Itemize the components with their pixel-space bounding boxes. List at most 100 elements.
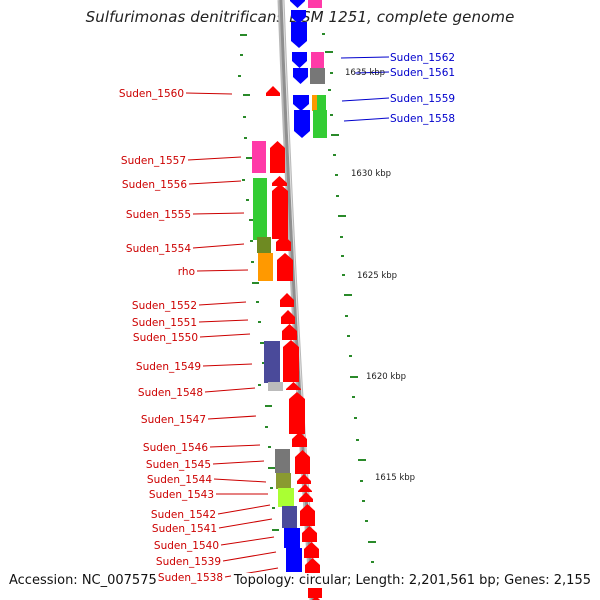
leader-line — [209, 444, 261, 448]
label-leaders — [185, 56, 390, 578]
cds-arrow-forward — [293, 68, 308, 84]
scale-label: 1635 kbp — [345, 68, 385, 78]
gene-label-reverse: Suden_1552 — [132, 300, 197, 312]
leader-line — [217, 504, 271, 515]
gene-label-reverse: rho — [178, 266, 195, 278]
leader-line — [220, 536, 275, 546]
leader-line — [198, 301, 247, 306]
cds-arrow-reverse — [289, 392, 305, 434]
cds-arrow-reverse — [270, 141, 285, 173]
cds-arrow-reverse — [266, 86, 280, 96]
gene-label-reverse: Suden_1548 — [138, 387, 203, 399]
cog-box — [284, 528, 300, 548]
leader-line — [192, 243, 245, 249]
leader-line — [212, 460, 265, 465]
leader-line — [340, 56, 390, 59]
cog-box — [275, 449, 290, 473]
cds-arrow-reverse — [277, 253, 293, 281]
leader-line — [204, 387, 256, 393]
cds-arrow-reverse — [299, 492, 313, 502]
gene-label-reverse: Suden_1545 — [146, 459, 211, 471]
cog-box — [276, 473, 291, 489]
leader-line — [198, 319, 249, 323]
leader-line — [207, 415, 257, 420]
cog-box — [252, 141, 266, 173]
cds-arrow-forward — [290, 0, 305, 8]
gene-label-reverse: Suden_1543 — [149, 489, 214, 501]
cog-box — [264, 341, 280, 383]
gene-label-forward: Suden_1562 — [390, 52, 455, 64]
scale-labels: 1635 kbp 1630 kbp 1625 kbp 1620 kbp 1615 kbp — [345, 68, 415, 483]
leader-line — [354, 71, 390, 74]
gene-label-reverse: Suden_1557 — [121, 155, 186, 167]
cog-box — [310, 68, 325, 84]
cog-box — [278, 488, 294, 507]
gene-label-reverse: Suden_1551 — [132, 317, 197, 329]
cog-box — [282, 506, 297, 528]
leader-line — [343, 117, 390, 122]
gene-label-reverse: Suden_1544 — [147, 474, 212, 486]
leader-line — [185, 92, 233, 95]
leader-line — [196, 269, 249, 272]
gene-label-reverse: Suden_1549 — [136, 361, 201, 373]
gene-label-reverse: Suden_1546 — [143, 442, 208, 454]
gene-label-reverse: Suden_1542 — [151, 509, 216, 521]
cds-arrow-reverse — [272, 184, 288, 239]
cds-arrow-reverse — [297, 474, 311, 484]
cog-box — [257, 237, 271, 253]
cog-box — [258, 253, 273, 281]
accession-label: Accession: NC_007575 — [9, 573, 157, 588]
cds-arrow-reverse — [302, 526, 317, 542]
leader-line — [188, 180, 242, 185]
gene-label-reverse: Suden_1555 — [126, 209, 191, 221]
leader-line — [222, 551, 277, 562]
gene-label-reverse: Suden_1554 — [126, 243, 191, 255]
cds-arrow-reverse — [282, 324, 297, 340]
leader-line — [202, 363, 253, 367]
leader-line — [199, 333, 251, 338]
cds-arrow-reverse — [283, 340, 299, 382]
cds-arrow-reverse — [304, 542, 319, 558]
gene-label-reverse: Suden_1556 — [122, 179, 187, 191]
leader-line — [187, 156, 242, 161]
cds-arrow-reverse — [298, 484, 312, 492]
cds-arrow-forward — [291, 10, 306, 24]
gene-label-reverse: Suden_1550 — [133, 332, 198, 344]
gene-label-forward: Suden_1559 — [390, 93, 455, 105]
cds-arrow-reverse — [309, 596, 323, 600]
cds-arrow-forward — [293, 95, 309, 111]
cog-box — [268, 382, 283, 391]
cds-arrow-forward — [292, 52, 307, 68]
feature-track — [252, 0, 327, 600]
cds-arrow-forward — [294, 110, 310, 138]
gene-label-forward: Suden_1558 — [390, 113, 455, 125]
cog-box — [317, 95, 326, 111]
leader-line — [213, 478, 267, 483]
cog-box — [313, 110, 327, 138]
cds-arrow-reverse — [281, 310, 295, 324]
scale-label: 1625 kbp — [357, 271, 397, 281]
cds-arrow-forward — [291, 22, 307, 48]
gene-label-reverse: Suden_1539 — [156, 556, 221, 568]
gene-label-reverse: Suden_1560 — [119, 88, 184, 100]
cds-arrow-reverse — [280, 293, 294, 307]
gene-label-reverse: Suden_1540 — [154, 540, 219, 552]
gene-label-reverse: Suden_1541 — [152, 523, 217, 535]
scale-label: 1615 kbp — [375, 473, 415, 483]
scale-label: 1620 kbp — [366, 372, 406, 382]
gene-labels: Suden_1560 Suden_1557 Suden_1556 Suden_1555… — [119, 52, 455, 584]
cds-arrow-reverse — [300, 504, 315, 526]
cog-box — [311, 52, 324, 68]
gene-label-forward: Suden_1561 — [390, 67, 455, 79]
gene-label-reverse: Suden_1547 — [141, 414, 206, 426]
cds-arrow-reverse — [272, 176, 287, 186]
leader-line — [218, 518, 273, 529]
topology-summary: Topology: circular; Length: 2,201,561 bp… — [230, 573, 591, 588]
scale-label: 1630 kbp — [351, 169, 391, 179]
cog-box — [286, 548, 302, 572]
cds-arrow-reverse — [276, 235, 291, 251]
leader-line — [341, 97, 390, 102]
cog-box — [253, 178, 267, 240]
gene-label-reverse: Suden_1538 — [158, 572, 223, 584]
